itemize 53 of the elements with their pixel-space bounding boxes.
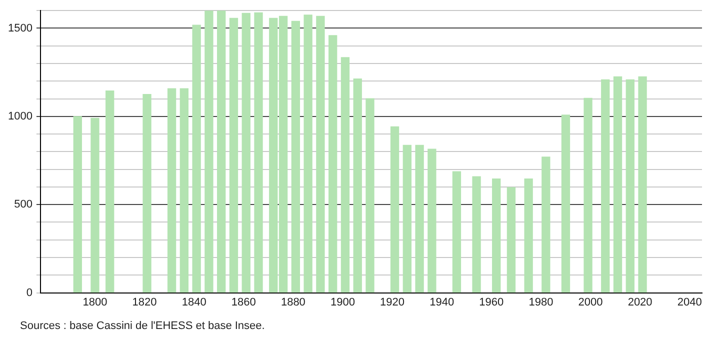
- bar: [242, 12, 250, 293]
- y-tick-label: 0: [26, 286, 32, 299]
- bar: [390, 126, 400, 293]
- x-tick-label: 2040: [677, 296, 702, 308]
- bar: [192, 24, 201, 293]
- x-tick-label: 1980: [528, 296, 554, 308]
- bar: [561, 114, 570, 293]
- x-tick-label: 1880: [280, 296, 306, 308]
- bar: [106, 90, 114, 293]
- bar: [291, 20, 300, 293]
- bar: [524, 178, 533, 293]
- bar: [506, 187, 516, 293]
- bar: [428, 148, 436, 293]
- y-tick-label: 500: [14, 198, 32, 211]
- bar: [626, 79, 634, 293]
- bar: [328, 35, 338, 293]
- bar: [180, 88, 189, 293]
- bar: [340, 57, 350, 293]
- y-tick-label: 1000: [8, 110, 32, 122]
- x-tick-label: 1820: [132, 296, 157, 308]
- bar: [316, 16, 325, 293]
- bar: [613, 76, 622, 293]
- x-tick-label: 2020: [628, 296, 652, 308]
- x-tick-label: 1840: [182, 296, 206, 308]
- bar: [204, 10, 214, 293]
- x-tick-label: 1860: [231, 296, 256, 308]
- bar: [584, 98, 592, 293]
- x-tick-label: 1960: [479, 296, 504, 308]
- bar: [90, 118, 100, 293]
- bar: [366, 98, 374, 293]
- x-tick-label: 1900: [330, 296, 355, 308]
- bar: [638, 76, 647, 293]
- bar: [142, 94, 152, 293]
- bar: [415, 144, 424, 293]
- bar: [472, 176, 481, 293]
- x-tick-label: 1920: [380, 296, 405, 308]
- bar: [542, 156, 550, 293]
- bar: [304, 14, 312, 293]
- source-note: Sources : base Cassini de l'EHESS et base Insee.: [20, 320, 265, 332]
- bar: [353, 78, 362, 293]
- y-tick-label: 1500: [8, 22, 32, 34]
- bar: [402, 144, 412, 293]
- bar: [254, 12, 263, 293]
- bar: [492, 178, 501, 293]
- x-tick-label: 1800: [82, 296, 108, 308]
- bar: [601, 79, 610, 293]
- bar: [452, 171, 462, 293]
- x-tick-label: 2000: [578, 296, 603, 308]
- bar: [167, 88, 176, 293]
- bar: [217, 10, 226, 293]
- bar: [73, 116, 82, 293]
- bar: [229, 18, 238, 293]
- x-tick-label: 1940: [430, 296, 454, 308]
